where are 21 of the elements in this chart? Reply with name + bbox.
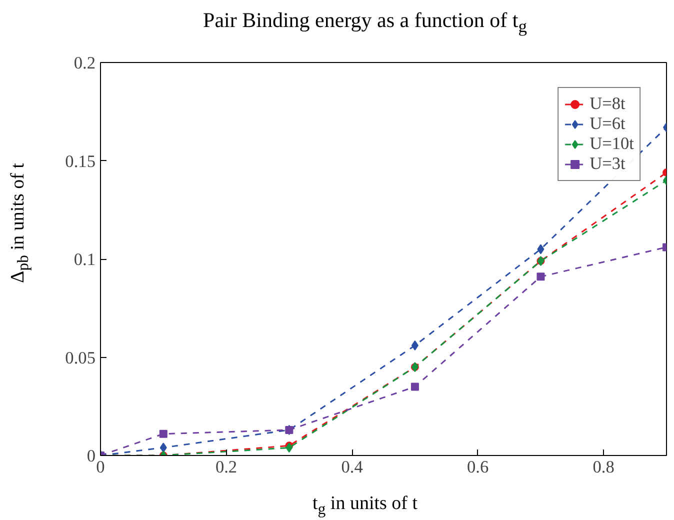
point [286,442,293,453]
x-axis-title: t$_{g}$ in units of t [311,492,419,520]
legend-label: U=8t [590,94,626,114]
x-tick-label: 0.4 [341,458,364,476]
point [537,244,544,254]
point [411,340,418,350]
x-tick-label: 0.8 [592,458,614,476]
x-tick-label: 0.6 [467,458,489,476]
chart-title: Pair Binding energy as a function of t$_{g}$ [202,7,528,38]
point [159,430,168,438]
y-tick-label: 0.2 [74,54,96,72]
y-tick-label: 0.1 [74,250,96,269]
legend-label: U=3t [590,154,626,174]
point [160,442,167,453]
point [536,272,545,281]
legend-label: U=10t [590,134,634,154]
x-tick-label: 0.2 [215,458,238,476]
y-tick-label: 0.15 [65,152,96,171]
y-tick-label: 0.05 [65,348,96,368]
point [410,382,419,391]
legend-label: U=6t [590,114,626,134]
